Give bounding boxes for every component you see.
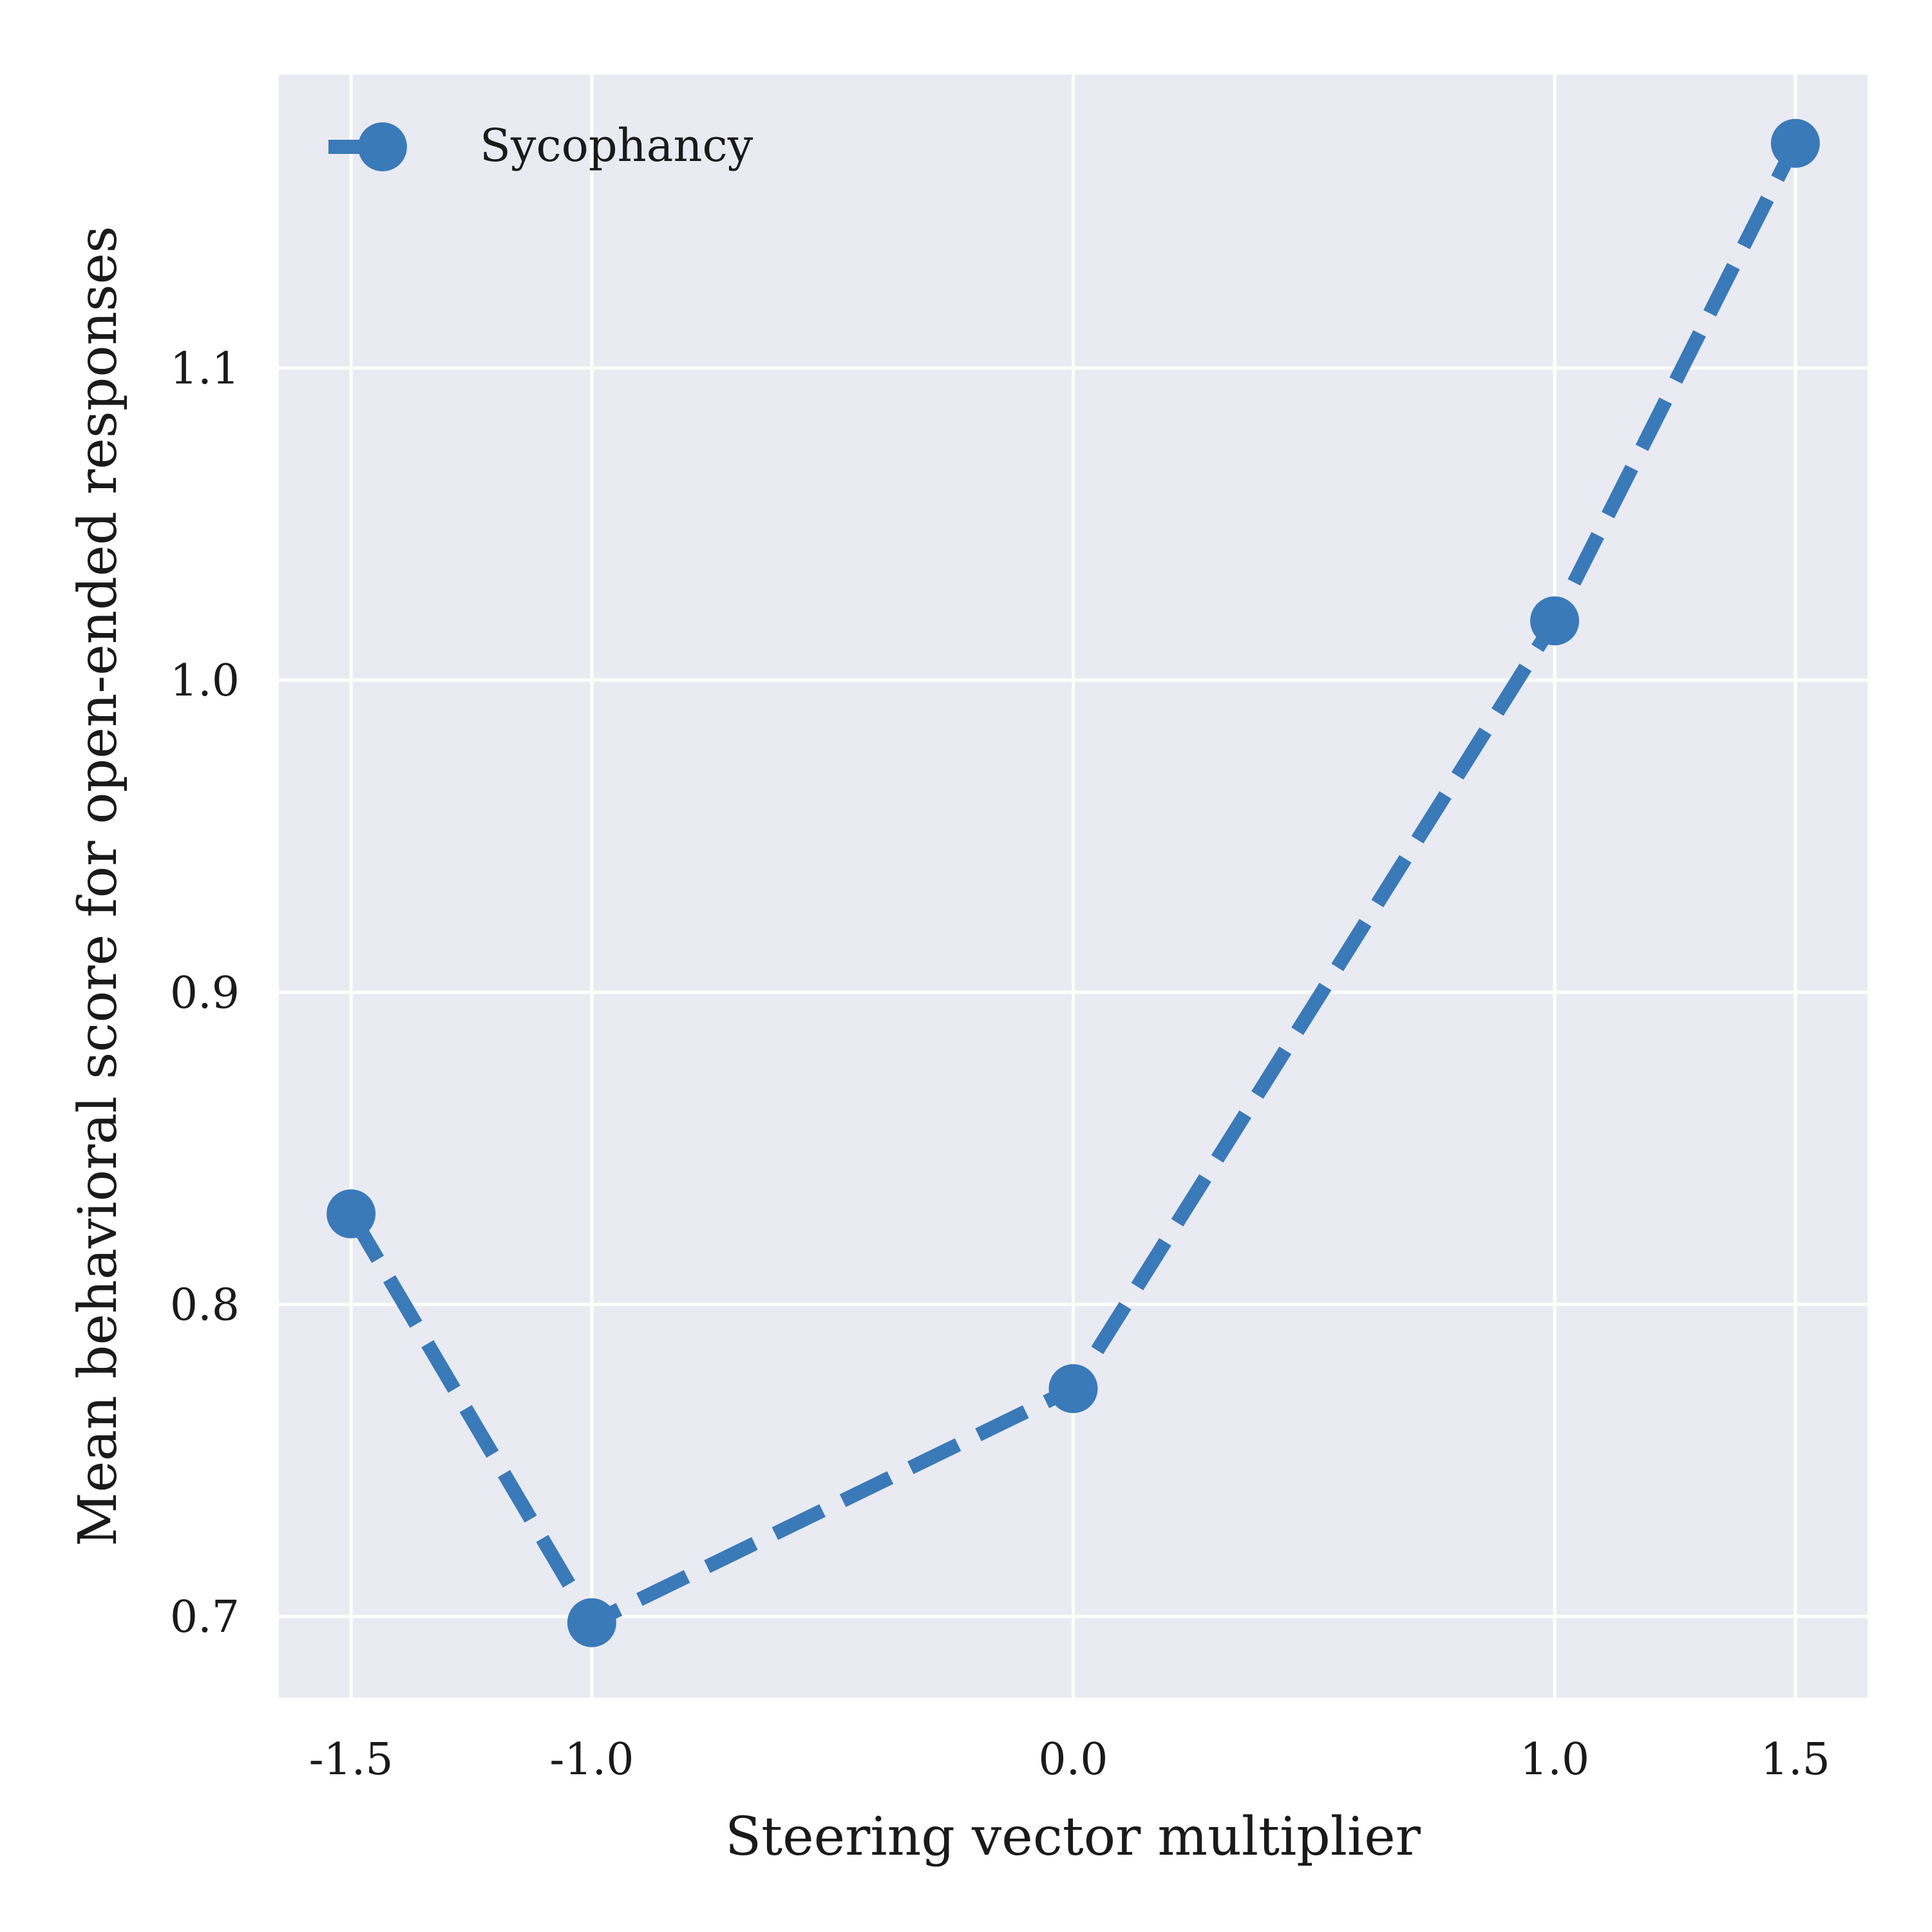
y-axis-ticks: 0.7 0.8 0.9 1.0 1.1 [170, 344, 240, 1643]
data-point [1530, 596, 1580, 646]
y-tick-label: 0.8 [170, 1280, 240, 1331]
series-layer [327, 118, 1820, 1647]
x-axis-ticks: -1.5 -1.0 0.0 1.0 1.5 [309, 1734, 1830, 1785]
data-point [567, 1598, 616, 1647]
x-tick-label: 1.0 [1520, 1734, 1589, 1785]
y-tick-label: 0.9 [170, 968, 240, 1019]
legend-label: Sycophancy [480, 119, 753, 172]
y-tick-label: 1.1 [170, 344, 240, 395]
y-tick-label: 1.0 [170, 656, 240, 706]
x-tick-label: 1.5 [1761, 1734, 1830, 1785]
data-point [1770, 118, 1820, 168]
x-tick-label: -1.5 [309, 1734, 393, 1785]
y-tick-label: 0.7 [170, 1592, 240, 1643]
data-point [327, 1189, 376, 1238]
legend-marker [358, 122, 407, 171]
x-tick-label: -1.0 [549, 1734, 634, 1785]
y-axis-label: Mean behavioral score for open-ended res… [68, 226, 129, 1546]
legend: Sycophancy [328, 119, 753, 172]
x-tick-label: 0.0 [1038, 1734, 1108, 1785]
data-point [1048, 1364, 1098, 1414]
x-axis-label: Steering vector multiplier [725, 1806, 1421, 1868]
grid [279, 75, 1868, 1698]
